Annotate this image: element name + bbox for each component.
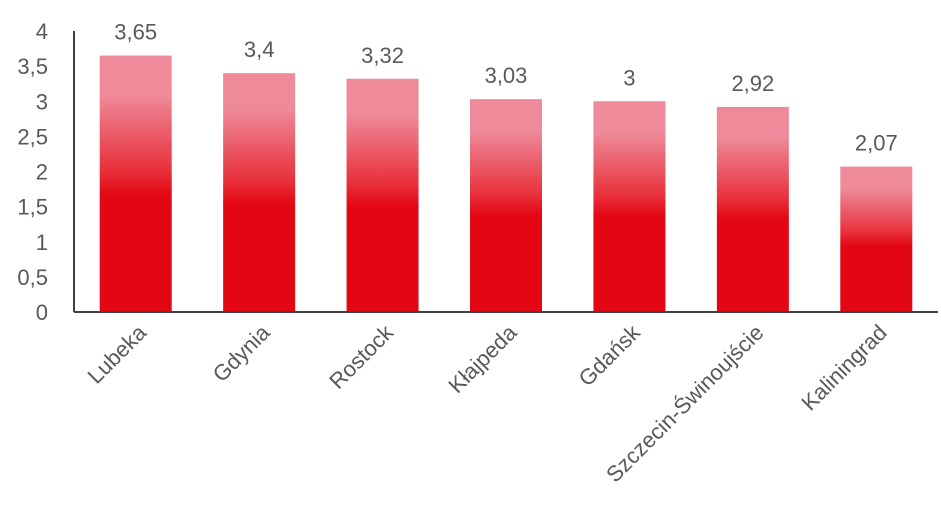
- y-axis-ticks: 0 0,5 1 1,5 2 2,5 3 3,5 4: [17, 19, 48, 325]
- data-label: 3: [623, 65, 635, 90]
- category-labels: Lubeka Gdynia Rostock Kłajpeda GdańskSzczeci…: [83, 319, 892, 487]
- data-label: 3,65: [114, 20, 157, 45]
- bar: [593, 101, 666, 312]
- data-label: 3,32: [361, 43, 404, 68]
- data-label: 3,4: [244, 37, 275, 62]
- bar: [716, 106, 789, 313]
- category-label: Gdynia: [208, 319, 276, 387]
- bar: [840, 166, 913, 312]
- category-label: Rostock: [324, 319, 399, 394]
- category-label: Kaliningrad: [796, 320, 892, 416]
- y-tick-label: 1: [36, 230, 48, 255]
- data-label: 2,07: [855, 131, 898, 156]
- bar: [470, 99, 542, 312]
- data-label: 2,92: [731, 71, 774, 96]
- y-tick-label: 2: [36, 160, 48, 185]
- y-tick-label: 0: [36, 300, 48, 325]
- category-label: Gdańsk: [574, 319, 646, 391]
- y-tick-label: 0,5: [17, 265, 48, 290]
- data-labels: 3,65 3,4 3,32 3,03 3 2,92 2,07: [114, 20, 897, 156]
- bar: [223, 73, 296, 313]
- y-tick-label: 4: [36, 19, 48, 44]
- y-tick-label: 2,5: [17, 124, 48, 149]
- bar: [99, 55, 172, 313]
- y-tick-label: 1,5: [17, 195, 48, 220]
- category-label: Kłajpeda: [443, 319, 522, 398]
- category-label: Lubeka: [83, 319, 152, 388]
- bars: [99, 55, 913, 313]
- data-label: 3,03: [485, 63, 528, 88]
- y-tick-label: 3,5: [17, 54, 48, 79]
- y-tick-label: 3: [36, 89, 48, 114]
- bar: [346, 78, 419, 313]
